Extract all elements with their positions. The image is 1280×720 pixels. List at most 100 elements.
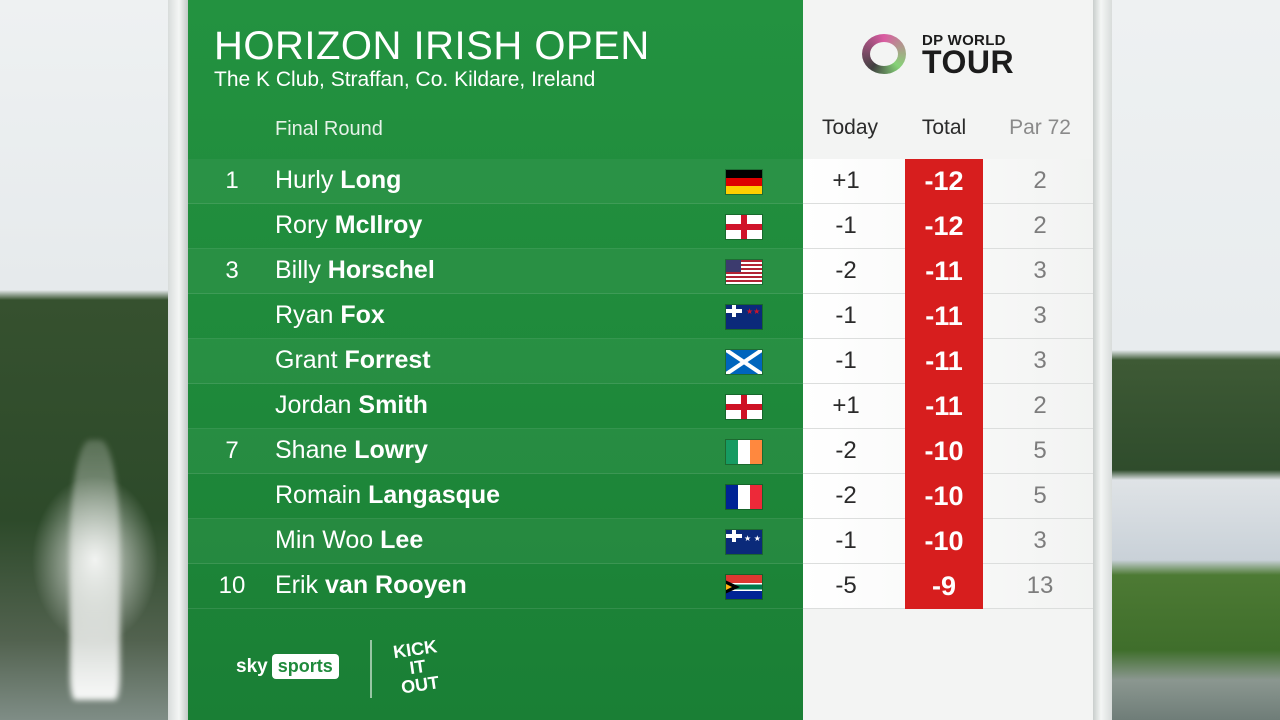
sky-sports-logo: sky sports [236,654,339,679]
row-name-cell [188,249,803,294]
player-position: 7 [225,437,239,464]
player-name: Romain Langasque [275,481,500,510]
france-flag [726,485,762,509]
ireland-flag [726,440,762,464]
panel-frame-left [168,0,190,720]
today-score: -2 [835,257,857,284]
total-score: -11 [905,294,983,339]
holes-played: 13 [1026,572,1054,599]
column-header-today: Today [821,116,879,139]
player-first-name: Erik [275,571,319,599]
total-score: -10 [905,429,983,474]
dp-world-tour-logo: DP WORLD TOUR [856,30,1026,80]
player-first-name: Rory [275,211,328,239]
holes-played: 2 [1033,392,1047,419]
player-name: Billy Horschel [275,256,435,285]
leaderboard-green-panel [188,0,803,720]
today-score: -2 [835,437,857,464]
player-position: 3 [225,257,239,284]
player-position: 1 [225,167,239,194]
england-flag [726,395,762,419]
germany-flag [726,170,762,194]
player-first-name: Romain [275,481,362,509]
player-name: Shane Lowry [275,436,428,465]
player-first-name: Ryan [275,301,334,329]
total-score: -11 [905,249,983,294]
footer-divider [370,640,372,698]
row-name-cell [188,429,803,474]
total-score: -12 [905,204,983,249]
usa-flag [726,260,762,284]
player-last-name: Horschel [327,256,435,284]
northern-ireland-flag [726,215,762,239]
player-name: Ryan Fox [275,301,385,330]
player-last-name: McIlroy [334,211,423,239]
player-name: Hurly Long [275,166,401,195]
row-name-cell [188,294,803,339]
leaderboard-row: 3 Billy Horschel -2 -11 3 [188,249,1093,294]
today-score: +1 [832,167,860,194]
today-score: -2 [835,482,857,509]
holes-played: 5 [1033,482,1047,509]
leaderboard-row: 1 Hurly Long +1 -12 2 [188,159,1093,204]
player-first-name: Jordan [275,391,352,419]
player-last-name: Forrest [344,346,431,374]
today-score: -1 [835,347,857,374]
holes-played: 2 [1033,167,1047,194]
holes-played: 3 [1033,257,1047,284]
player-name: Erik van Rooyen [275,571,467,600]
fountain [70,440,120,700]
player-last-name: Lowry [354,436,428,464]
row-name-cell [188,204,803,249]
row-name-cell [188,159,803,204]
today-score: +1 [832,392,860,419]
total-score: -10 [905,519,983,564]
leaderboard-row: 10 Erik van Rooyen -5 -9 13 [188,564,1093,609]
today-score: -5 [835,572,857,599]
new-zealand-flag [726,305,762,329]
row-name-cell [188,519,803,564]
total-score: -12 [905,159,983,204]
leaderboard-row: 7 Shane Lowry -2 -10 5 [188,429,1093,474]
background-right-scenery [1093,0,1280,720]
leaderboard-row: Jordan Smith +1 -11 2 [188,384,1093,429]
player-name: Grant Forrest [275,346,431,375]
player-name: Min Woo Lee [275,526,423,555]
logo-line1: DP WORLD [922,32,1006,49]
round-label: Final Round [275,118,383,140]
total-score: -9 [905,564,983,609]
tournament-title: HORIZON IRISH OPEN [214,24,650,68]
player-last-name: Lee [380,526,424,554]
today-score: -1 [835,302,857,329]
player-last-name: Long [340,166,402,194]
south-africa-flag [726,575,762,599]
column-header-total: Total [921,116,967,139]
total-score: -11 [905,339,983,384]
holes-played: 3 [1033,527,1047,554]
player-first-name: Grant [275,346,338,374]
row-name-cell [188,564,803,609]
leaderboard-row: Grant Forrest -1 -11 3 [188,339,1093,384]
today-score: -1 [835,212,857,239]
leaderboard-row: Rory McIlroy -1 -12 2 [188,204,1093,249]
player-name: Jordan Smith [275,391,428,420]
today-score: -1 [835,527,857,554]
row-name-cell [188,474,803,519]
logo-line2: TOUR [922,44,1015,80]
leaderboard-row: Min Woo Lee -1 -10 3 [188,519,1093,564]
holes-played: 3 [1033,347,1047,374]
column-header-par: Par 72 [1009,116,1071,139]
kick-it-out-logo: KICK IT OUT [384,636,452,704]
player-last-name: Fox [340,301,385,329]
player-last-name: van Rooyen [325,571,467,599]
player-first-name: Shane [275,436,348,464]
player-first-name: Billy [275,256,321,284]
leaderboard-table: 1 Hurly Long +1 -12 2 Rory McIlroy -1 -12 2 3 Bill… [188,159,1093,609]
sky-word: sky [236,655,268,677]
total-score: -10 [905,474,983,519]
panel-frame-right [1090,0,1112,720]
sports-word: sports [271,654,339,679]
holes-played: 2 [1033,212,1047,239]
leaderboard-row: Romain Langasque -2 -10 5 [188,474,1093,519]
holes-played: 3 [1033,302,1047,329]
